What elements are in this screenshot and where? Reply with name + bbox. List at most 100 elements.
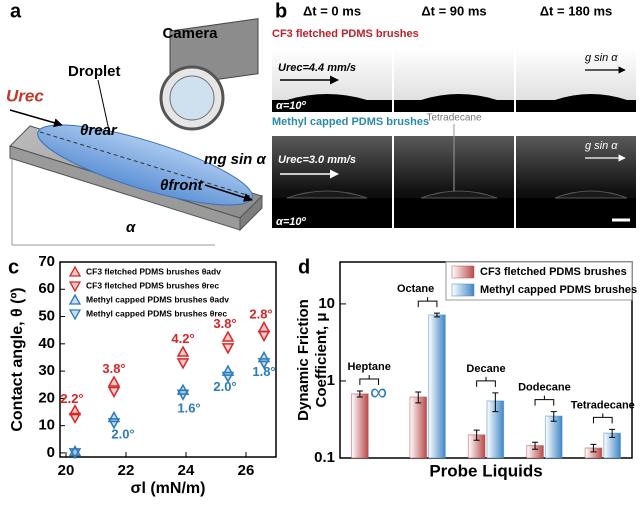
bracket (359, 375, 380, 386)
x-tick-label: 26 (238, 462, 255, 479)
y-tick-label: 1 (327, 372, 335, 389)
y-tick-label: 60 (38, 280, 55, 297)
y-tick-label: 10 (38, 417, 55, 434)
marker (68, 404, 82, 416)
marker (257, 358, 271, 370)
y-tick-label: 40 (38, 335, 55, 352)
annotation: 4.2° (171, 331, 194, 346)
annotation: 2.2° (60, 391, 83, 406)
y-tick-label: 70 (38, 253, 55, 270)
annotation: 3.8° (102, 361, 125, 376)
category-label: Decane (466, 363, 505, 375)
legend-swatch (451, 265, 475, 279)
marker (221, 343, 235, 355)
panel-label: c (8, 256, 19, 278)
error-bar (415, 391, 422, 404)
infinity-label: ∞ (370, 379, 387, 406)
photo-substrate (516, 100, 636, 112)
force-label: mg sin α (204, 151, 267, 168)
error-bar (473, 429, 480, 441)
velocity-label: Urec (6, 86, 44, 105)
error-bar (433, 312, 440, 318)
marker (257, 330, 271, 343)
droplet-image (286, 190, 368, 199)
droplet-image (421, 94, 497, 100)
photo-substrate (272, 198, 392, 228)
angle-label: α (126, 219, 136, 236)
time-label: Δt = 180 ms (540, 3, 613, 18)
x-tick-label: 22 (118, 462, 135, 479)
panel-c: c 0 10 20 30 40 50 60 70 20 22 24 26 σl (mN/m) Contac… (8, 253, 277, 497)
gravity-label: g sin α (585, 140, 618, 152)
y-tick-label: 10 (318, 295, 335, 312)
marker (68, 412, 82, 424)
note-label: Tetradecane (426, 113, 481, 124)
camera-lens-glass (169, 75, 215, 121)
x-tick-label: 20 (58, 462, 75, 479)
legend-label: Methyl capped PDMS brushes θadv (86, 294, 229, 304)
x-axis-label: σl (mN/m) (131, 480, 206, 497)
marker (176, 345, 190, 357)
marker (107, 386, 121, 399)
marker (176, 389, 190, 401)
category-label: Dodecane (518, 382, 571, 394)
bracket (476, 376, 496, 387)
velocity-label: Urec=3.0 mm/s (278, 154, 356, 166)
legend-marker (68, 309, 82, 321)
error-bar (550, 411, 557, 422)
legend-label: CF3 fletched PDMS brushes θrec (86, 280, 219, 290)
y-tick-label: 0.1 (314, 449, 335, 466)
panel-b: b Δt = 0 ms Δt = 90 ms Δt = 180 ms CF3 flet… (272, 0, 636, 228)
bar (351, 393, 369, 459)
x-tick-label: 24 (178, 462, 195, 479)
panel-d: d 0.1 1 10 Probe Liquids Dynamic Friction Coe… (295, 256, 637, 480)
legend-marker (68, 265, 82, 277)
row-title: Methyl capped PDMS brushes (272, 116, 429, 128)
droplet-image (555, 94, 627, 100)
bar (544, 415, 563, 459)
theta-rear: θrear (80, 122, 118, 139)
annotation: 2.0° (111, 427, 134, 442)
legend-label: CF3 fletched PDMS brushes (480, 266, 627, 278)
arrow (204, 184, 253, 202)
error-bar (590, 443, 597, 453)
legend-marker (68, 293, 82, 305)
panel-label: d (298, 256, 310, 278)
photo-substrate (516, 198, 636, 228)
y-tick-label: 20 (38, 389, 55, 406)
gravity-label: g sin α (585, 52, 618, 64)
annotation: 2.8° (249, 307, 272, 322)
bracket (417, 297, 438, 308)
annotation: 1.8° (252, 364, 275, 379)
legend-label: Methyl capped PDMS brushes θrec (86, 308, 227, 318)
panel-label: b (275, 0, 287, 22)
y-axis-label: Contact angle, θ (º) (9, 287, 26, 431)
pointer (97, 79, 111, 136)
droplet-axis (39, 131, 251, 197)
droplet-image (420, 190, 498, 199)
category-label: Tetradecane (571, 399, 635, 411)
bar (428, 314, 446, 459)
category-label: Heptane (347, 361, 390, 373)
panel-a: a Camera Droplet Urec θrear θfront mg si… (6, 0, 267, 246)
marker (176, 358, 190, 370)
droplet-label: Droplet (68, 63, 121, 80)
tilt-label: α=10º (276, 100, 306, 112)
error-bar (356, 390, 363, 398)
time-label: Δt = 90 ms (421, 3, 486, 18)
legend-label: CF3 fletched PDMS brushes θadv (86, 266, 221, 276)
plate-side (239, 194, 263, 232)
annotation: 2.0° (213, 379, 236, 394)
y-axis-label: Coefficient, μ (313, 312, 330, 407)
marker (257, 320, 271, 333)
droplet-image (554, 190, 628, 199)
marker (221, 330, 235, 342)
legend-swatch (451, 283, 475, 297)
marker (221, 371, 235, 384)
error-bar (492, 392, 499, 413)
marker (107, 418, 121, 430)
row-title: CF3 fletched PDMS brushes (272, 28, 419, 40)
y-axis-label: Dynamic Friction (295, 299, 312, 421)
bar (409, 396, 428, 459)
